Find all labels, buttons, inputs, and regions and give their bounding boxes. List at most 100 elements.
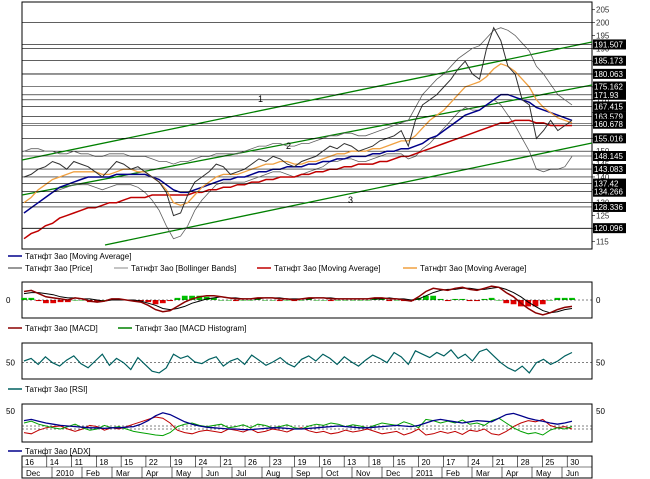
time-period-label: Nov <box>356 469 370 478</box>
macd-histogram-bar <box>167 300 174 302</box>
macd-histogram-bar <box>218 300 225 301</box>
price-tick-label: 200 <box>596 19 610 28</box>
value-label-box <box>593 89 626 100</box>
time-tick-label: 25 <box>545 458 554 467</box>
adx-series-group: 50 50 <box>6 407 605 437</box>
macd-histogram-bar <box>393 300 400 301</box>
value-label: 167.415 <box>594 102 623 111</box>
value-label-box <box>593 223 626 234</box>
time-period-label: Dec <box>386 469 400 478</box>
macd-histogram-bar <box>306 298 312 300</box>
time-tick-label: 22 <box>149 458 158 467</box>
time-tick-label: 23 <box>273 458 282 467</box>
macd-tick-label-right: 0 <box>596 296 601 305</box>
time-tick-label: 30 <box>570 458 579 467</box>
macd-histogram-bar <box>50 300 57 304</box>
adx-panel <box>21 403 593 443</box>
macd-histogram-bar <box>21 297 27 300</box>
value-label-box <box>593 68 626 79</box>
time-tick-label: 28 <box>521 458 530 467</box>
legend-rsi-label: Татнфт 3ао [RSI] <box>25 385 88 394</box>
macd-histogram-bar <box>539 300 546 305</box>
time-period-label: Jul <box>236 469 246 478</box>
macd-histogram-bar <box>510 300 517 305</box>
macd-histogram-bar <box>452 298 458 300</box>
time-tick-label: 16 <box>25 458 34 467</box>
macd-histogram-bar <box>561 297 568 300</box>
adx-series <box>23 412 573 431</box>
legend-main-price: Татнфт 3ао [Price] <box>25 264 92 273</box>
macd-histogram-bar <box>525 300 532 307</box>
time-period-label: Mar <box>116 469 130 478</box>
macd-histogram-bar <box>159 300 166 304</box>
legend-main-ma: Татнфт 3ао [Moving Average] <box>25 252 131 261</box>
value-label: 191.507 <box>594 40 623 49</box>
price-tick-label: 205 <box>596 6 610 15</box>
time-tick-label: 14 <box>50 458 59 467</box>
macd-histogram-bar <box>94 300 100 303</box>
macd-histogram-bar <box>196 295 203 300</box>
time-tick-label: 24 <box>198 458 207 467</box>
legend-adx: Татнфт 3ао [ADX] <box>8 447 91 456</box>
macd-histogram-bar <box>35 300 42 302</box>
macd-histogram-bar <box>357 300 363 301</box>
time-period-label: Sep <box>296 469 311 478</box>
legend-main: Татнфт 3ао [Moving Average] Татнфт 3ао [… <box>8 252 526 273</box>
time-period-label: Apr <box>506 469 519 478</box>
time-tick-label: 15 <box>397 458 406 467</box>
macd-histogram-bar <box>28 297 35 300</box>
ma-long-series <box>23 119 572 240</box>
macd-histogram-bar <box>101 300 108 301</box>
legend-main-ma-long: Татнфт 3ао [Moving Average] <box>274 264 380 273</box>
time-period-label: Oct <box>326 469 339 478</box>
value-label: 171.93 <box>594 91 619 100</box>
macd-histogram-bar <box>225 300 232 301</box>
value-label: 175.162 <box>594 82 623 91</box>
time-period-label: Aug <box>266 469 280 478</box>
time-tick-label: 26 <box>248 458 257 467</box>
macd-histogram-bar <box>64 300 71 303</box>
value-label: 160.678 <box>594 120 623 129</box>
macd-histogram-bar <box>444 300 451 302</box>
value-label-box <box>593 133 626 144</box>
macd-histogram-bar <box>474 300 480 302</box>
time-period-label: May <box>536 469 551 478</box>
value-label: 155.016 <box>594 134 623 143</box>
value-label-box <box>593 186 626 197</box>
time-tick-label: 18 <box>99 458 108 467</box>
trend-channel-label: 1 <box>258 94 263 104</box>
time-tick-label: 19 <box>174 458 183 467</box>
macd-histogram-bar <box>152 300 159 305</box>
time-period-label: 2011 <box>416 469 434 478</box>
value-label: 180.063 <box>594 70 623 79</box>
value-label-box <box>593 151 626 162</box>
macd-series <box>23 285 573 316</box>
macd-histogram-bar <box>313 300 320 301</box>
time-tick-label: 21 <box>223 458 232 467</box>
time-tick-label: 20 <box>422 458 431 467</box>
value-label: 148.145 <box>594 152 623 161</box>
value-label: 128.336 <box>594 203 623 212</box>
macd-histogram-bar <box>386 300 393 302</box>
time-tick-label: 13 <box>347 458 356 467</box>
value-label: 143.083 <box>594 165 623 174</box>
legend-main-bollinger: Татнфт 3ао [Bollinger Bands] <box>131 264 236 273</box>
value-label-box <box>593 39 626 50</box>
time-period-label: Jun <box>206 469 219 478</box>
value-label-box <box>593 81 626 92</box>
macd-histogram-bar <box>43 300 49 304</box>
price-tick-label: 195 <box>596 31 610 40</box>
macd-histogram-bar <box>189 295 195 300</box>
value-label-box <box>593 118 626 129</box>
price-tick-label: 140 <box>596 173 610 182</box>
trend-channel-line <box>21 84 593 196</box>
time-tick-label: 17 <box>446 458 455 467</box>
macd-histogram-bar <box>569 297 575 300</box>
price-tick-label: 115 <box>596 237 609 246</box>
value-label-box <box>593 111 626 122</box>
ma-mid-series <box>23 93 573 214</box>
rsi-panel <box>21 342 593 380</box>
legend-macd: Татнфт 3ао [MACD] Татнфт 3ао [MACD Histo… <box>8 324 246 333</box>
rsi-tick-label-left: 50 <box>6 359 15 368</box>
